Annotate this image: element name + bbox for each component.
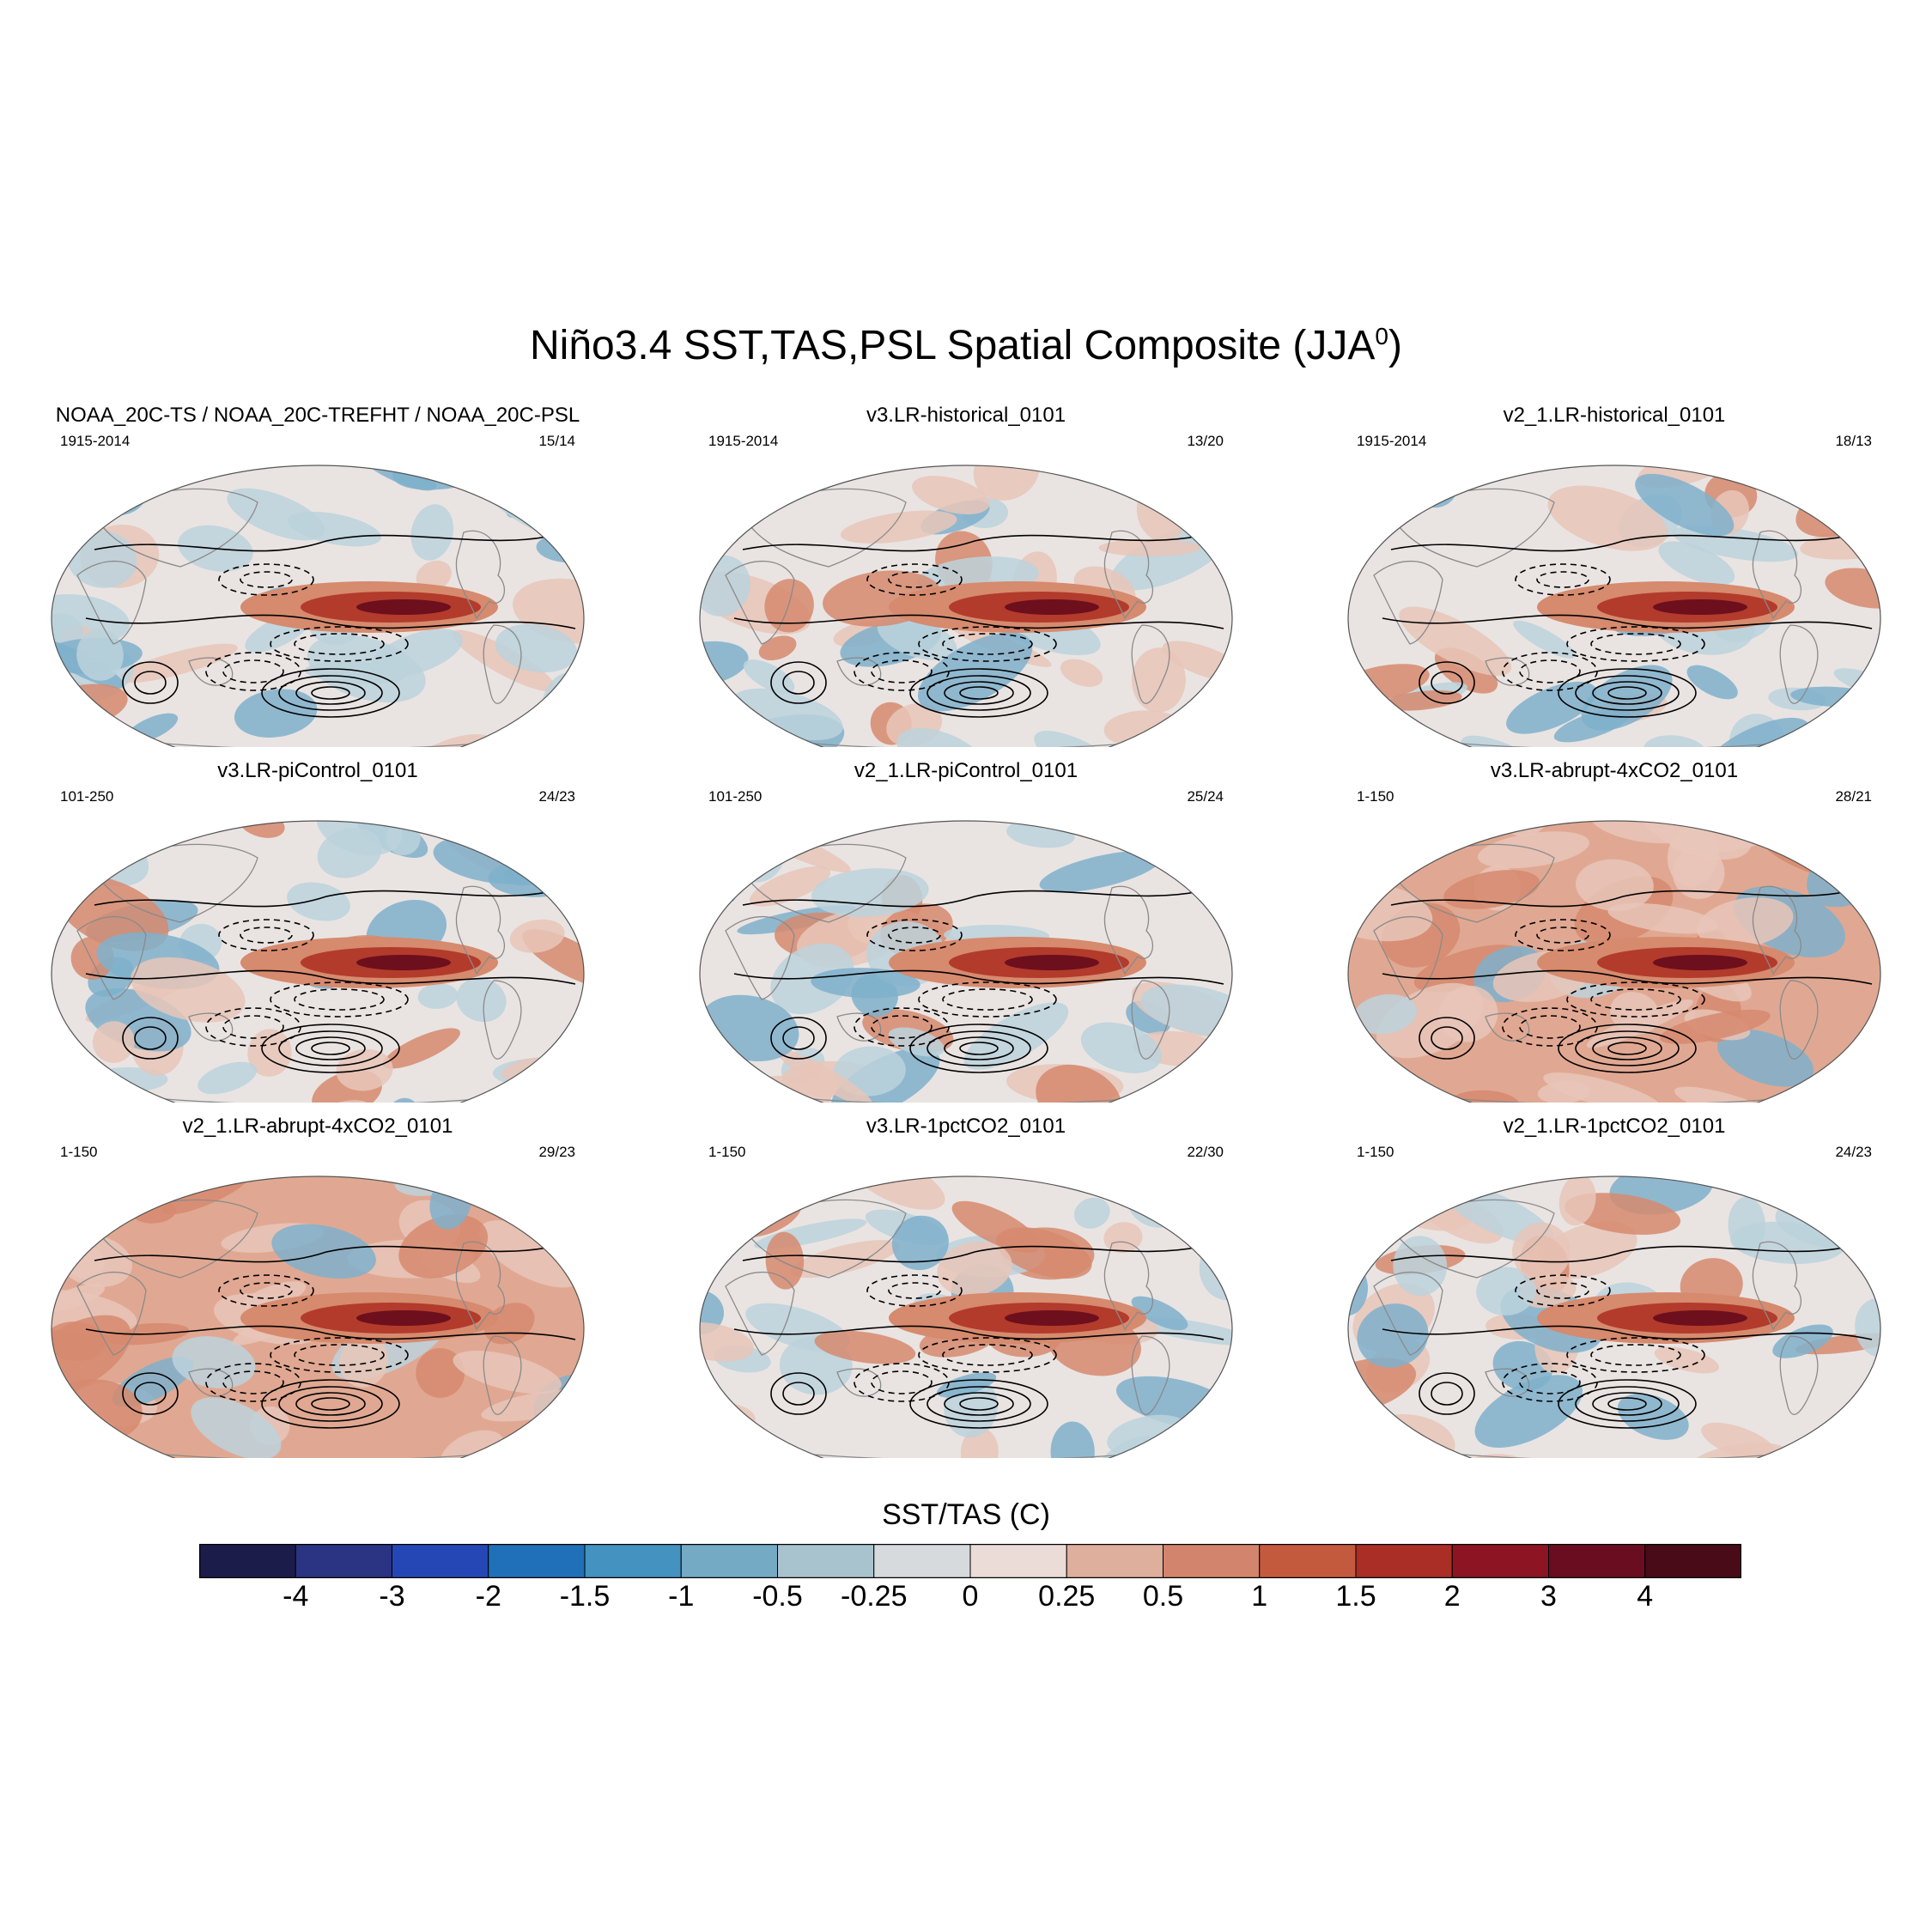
panel-event-count: 18/13 [1835, 433, 1872, 449]
figure-title: Niño3.4 SST,TAS,PSL Spatial Composite (J… [0, 322, 1932, 369]
panel-years: 1-150 [60, 1144, 98, 1160]
robinson-map [51, 1176, 585, 1458]
colorbar-tick-label: -3 [379, 1580, 405, 1613]
panel-title: v2_1.LR-piControl_0101 [854, 759, 1078, 782]
colorbar-title: SST/TAS (C) [882, 1498, 1050, 1531]
panel-years: 1-150 [1357, 1144, 1394, 1160]
robinson-map [51, 820, 585, 1103]
colorbar-tick-label: 0.25 [1038, 1580, 1096, 1613]
colorbar-tick-label: 1.5 [1335, 1580, 1376, 1613]
panel-event-count: 25/24 [1187, 788, 1224, 805]
panel-title: v3.LR-historical_0101 [866, 404, 1066, 427]
colorbar-swatch [392, 1544, 489, 1578]
panel-years: 101-250 [708, 788, 762, 805]
colorbar-swatch [969, 1544, 1067, 1578]
panel-title: v3.LR-abrupt-4xCO2_0101 [1490, 759, 1739, 782]
colorbar-tick-label: -0.5 [752, 1580, 803, 1613]
panel-event-count: 29/23 [538, 1144, 575, 1160]
colorbar-swatch [1163, 1544, 1261, 1578]
map-panel: v2_1.LR-1pctCO2_0101 1-150 24/23 [1340, 1115, 1889, 1458]
panel-event-count: 22/30 [1187, 1144, 1224, 1160]
panel-years: 1915-2014 [60, 433, 131, 449]
robinson-map [1347, 820, 1881, 1103]
colorbar-swatch [295, 1544, 392, 1578]
panel-years: 101-250 [60, 788, 114, 805]
robinson-map [699, 820, 1233, 1103]
colorbar-tick-label: -0.25 [841, 1580, 908, 1613]
colorbar-swatch [1355, 1544, 1453, 1578]
panel-title: v2_1.LR-1pctCO2_0101 [1503, 1115, 1726, 1138]
colorbar-swatch [488, 1544, 586, 1578]
robinson-map [1347, 1176, 1881, 1458]
colorbar-swatch [1644, 1544, 1741, 1578]
map-panel: v3.LR-1pctCO2_0101 1-150 22/30 [691, 1115, 1241, 1458]
colorbar-tick-label: 3 [1540, 1580, 1557, 1613]
robinson-map [51, 465, 585, 747]
colorbar-swatch [680, 1544, 778, 1578]
figure-title-suffix: ) [1388, 323, 1402, 368]
panel-title: v2_1.LR-historical_0101 [1503, 404, 1726, 427]
robinson-map [699, 1176, 1233, 1458]
colorbar-tick-label: -1.5 [559, 1580, 611, 1613]
colorbar-swatch [777, 1544, 875, 1578]
colorbar-tick-label: 0 [962, 1580, 979, 1613]
panel-title: v3.LR-piControl_0101 [217, 759, 418, 782]
map-panel: v2_1.LR-abrupt-4xCO2_0101 1-150 29/23 [43, 1115, 592, 1458]
colorbar-tick-label: 0.5 [1142, 1580, 1184, 1613]
map-panel: v2_1.LR-historical_0101 1915-2014 18/13 [1340, 404, 1889, 747]
panel-event-count: 28/21 [1835, 788, 1872, 805]
colorbar-tick-label: -4 [283, 1580, 309, 1613]
figure-title-text: Niño3.4 SST,TAS,PSL Spatial Composite (J… [530, 323, 1376, 368]
panel-title: v2_1.LR-abrupt-4xCO2_0101 [182, 1115, 453, 1138]
colorbar-swatch [1066, 1544, 1163, 1578]
map-panel: v3.LR-historical_0101 1915-2014 13/20 [691, 404, 1241, 747]
colorbar [199, 1544, 1741, 1578]
colorbar-swatch [1451, 1544, 1549, 1578]
panel-event-count: 24/23 [538, 788, 575, 805]
robinson-map [1347, 465, 1881, 747]
panel-event-count: 15/14 [538, 433, 575, 449]
colorbar-swatch [873, 1544, 971, 1578]
colorbar-swatch [584, 1544, 682, 1578]
map-panel: NOAA_20C-TS / NOAA_20C-TREFHT / NOAA_20C… [43, 404, 592, 747]
map-panel: v3.LR-abrupt-4xCO2_0101 1-150 28/21 [1340, 759, 1889, 1103]
panel-event-count: 13/20 [1187, 433, 1224, 449]
figure-title-superscript: 0 [1375, 323, 1388, 349]
panel-title: NOAA_20C-TS / NOAA_20C-TREFHT / NOAA_20C… [55, 404, 580, 427]
colorbar-tick-label: 2 [1443, 1580, 1461, 1613]
colorbar-swatch [1548, 1544, 1646, 1578]
colorbar-swatch [199, 1544, 296, 1578]
colorbar-tick-label: -1 [668, 1580, 695, 1613]
panel-years: 1915-2014 [708, 433, 779, 449]
panel-title: v3.LR-1pctCO2_0101 [866, 1115, 1066, 1138]
robinson-map [699, 465, 1233, 747]
map-panel: v2_1.LR-piControl_0101 101-250 25/24 [691, 759, 1241, 1103]
colorbar-swatch [1259, 1544, 1357, 1578]
panel-event-count: 24/23 [1835, 1144, 1872, 1160]
panel-years: 1-150 [708, 1144, 746, 1160]
panel-years: 1915-2014 [1357, 433, 1427, 449]
colorbar-tick-label: -2 [475, 1580, 501, 1613]
panel-years: 1-150 [1357, 788, 1394, 805]
colorbar-tick-label: 1 [1251, 1580, 1268, 1613]
colorbar-tick-label: 4 [1637, 1580, 1654, 1613]
map-panel: v3.LR-piControl_0101 101-250 24/23 [43, 759, 592, 1103]
